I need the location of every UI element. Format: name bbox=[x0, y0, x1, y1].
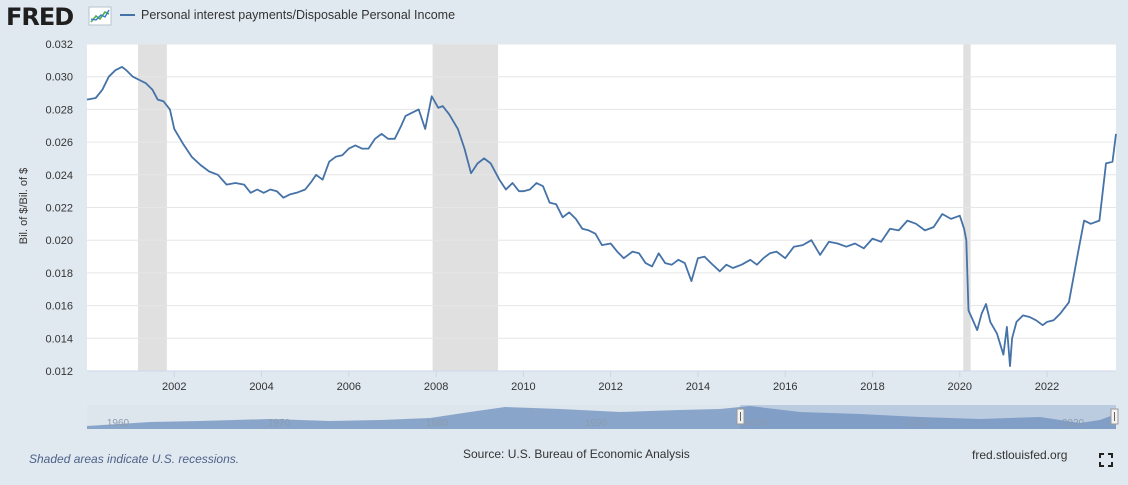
x-tick-label: 2004 bbox=[249, 381, 273, 393]
fullscreen-icon[interactable] bbox=[1099, 453, 1113, 467]
chart-legend[interactable]: Personal interest payments/Disposable Pe… bbox=[120, 7, 455, 23]
navigator-series-area bbox=[87, 406, 1116, 429]
x-tick-label: 2006 bbox=[337, 381, 361, 393]
y-tick-label: 0.022 bbox=[45, 203, 73, 215]
x-axis-ticks: 2002 2004 2006 2008 2010 2012 2014 2016 2018 2020… bbox=[87, 370, 1116, 393]
y-tick-label: 0.030 bbox=[45, 72, 73, 84]
y-tick-label: 0.012 bbox=[45, 366, 73, 378]
series-layer[interactable] bbox=[86, 66, 1117, 367]
y-tick-label: 0.016 bbox=[45, 301, 73, 313]
legend-swatch bbox=[120, 13, 135, 16]
legend-label: Personal interest payments/Disposable Pe… bbox=[141, 8, 456, 22]
source-text[interactable]: Source: U.S. Bureau of Economic Analysis bbox=[463, 447, 690, 461]
y-tick-label: 0.020 bbox=[45, 235, 73, 247]
x-tick-label: 2020 bbox=[948, 381, 972, 393]
fred-chart-icon bbox=[88, 6, 112, 26]
navigator-tick-label: 1980 bbox=[426, 418, 449, 429]
fred-url-link[interactable]: fred.stlouisfed.org bbox=[972, 448, 1068, 462]
gridlines bbox=[87, 43, 1116, 339]
y-tick-label: 0.026 bbox=[45, 137, 73, 149]
recession-note: Shaded areas indicate U.S. recessions. bbox=[29, 452, 240, 466]
navigator-labels: 1960 1970 1980 1990 2000 2010 2020 bbox=[107, 418, 1085, 429]
x-tick-label: 2002 bbox=[162, 381, 186, 393]
x-tick-label: 2022 bbox=[1035, 381, 1059, 393]
navigator-tick-label: 1990 bbox=[585, 418, 608, 429]
y-axis-ticks: 0.012 0.014 0.016 0.018 0.020 0.022 0.024 0.026… bbox=[45, 39, 73, 378]
y-tick-label: 0.018 bbox=[45, 268, 73, 280]
x-tick-label: 2014 bbox=[686, 381, 710, 393]
x-tick-label: 2016 bbox=[773, 381, 797, 393]
y-tick-label: 0.014 bbox=[45, 333, 73, 345]
navigator-tick-label: 2000 bbox=[745, 418, 768, 429]
navigator-tick-label: 1970 bbox=[268, 418, 291, 429]
series-line[interactable] bbox=[86, 66, 1117, 367]
x-tick-label: 2010 bbox=[511, 381, 535, 393]
chart-svg: 0.012 0.014 0.016 0.018 0.020 0.022 0.024 0.026… bbox=[45, 39, 1119, 429]
navigator-tick-label: 2010 bbox=[906, 418, 929, 429]
range-navigator[interactable]: 1960 1970 1980 1990 2000 2010 2020 bbox=[87, 405, 1119, 429]
y-tick-label: 0.028 bbox=[45, 104, 73, 116]
navigator-tick-label: 2020 bbox=[1062, 418, 1085, 429]
navigator-tick-label: 1960 bbox=[107, 418, 130, 429]
x-tick-label: 2012 bbox=[598, 381, 622, 393]
x-tick-label: 2018 bbox=[860, 381, 884, 393]
y-tick-label: 0.024 bbox=[45, 170, 73, 182]
y-tick-label: 0.032 bbox=[45, 39, 73, 51]
fred-logo[interactable]: FRED bbox=[6, 3, 74, 31]
x-tick-label: 2008 bbox=[424, 381, 448, 393]
